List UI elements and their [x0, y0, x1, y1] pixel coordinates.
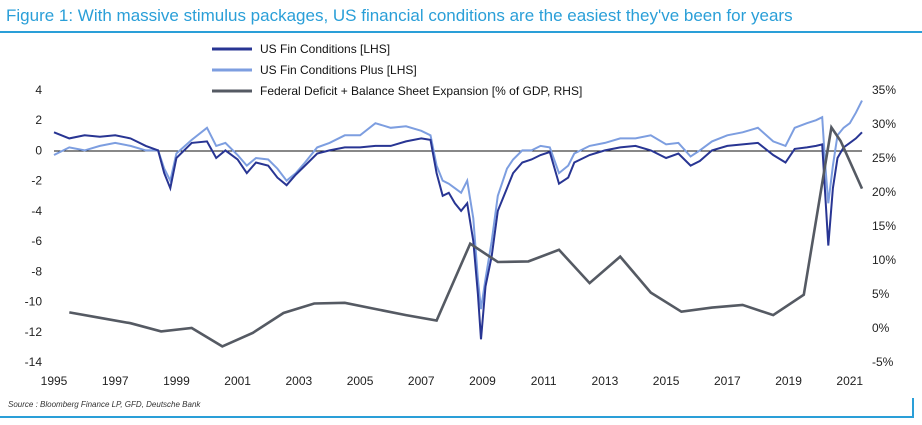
right-tick-label: 25%: [872, 151, 896, 165]
legend-label-deficit: Federal Deficit + Balance Sheet Expansio…: [260, 84, 582, 98]
left-tick-label: 2: [35, 113, 42, 127]
x-tick-label: 2013: [592, 374, 619, 388]
x-tick-label: 2019: [775, 374, 802, 388]
legend: US Fin Conditions [LHS] US Fin Condition…: [212, 42, 582, 98]
left-tick-label: -8: [31, 264, 42, 278]
chart: 4 2 0 -2 -4 -6 -8 -10 -12 -14 35% 30% 25% 20% 15% 10% 5…: [25, 42, 897, 388]
left-tick-label: 0: [35, 143, 42, 157]
right-tick-label: 0%: [872, 321, 890, 335]
x-tick-label: 2003: [285, 374, 312, 388]
left-tick-label: -2: [31, 174, 42, 188]
right-tick-label: 15%: [872, 219, 896, 233]
right-tick-label: -5%: [872, 355, 894, 369]
x-tick-label: 2015: [653, 374, 680, 388]
right-tick-label: 10%: [872, 253, 896, 267]
legend-label-fci-plus: US Fin Conditions Plus [LHS]: [260, 63, 417, 77]
frame-bottom-rule: [0, 416, 914, 418]
right-axis-ticks: 35% 30% 25% 20% 15% 10% 5% 0% -5%: [872, 83, 896, 369]
x-axis-ticks: 1995 1997 1999 2001 2003 2005 2007 2009 2011 2013…: [41, 374, 864, 388]
x-tick-label: 2007: [408, 374, 435, 388]
right-tick-label: 5%: [872, 287, 890, 301]
frame-right-rule: [912, 398, 914, 418]
series-line-deficit: [69, 123, 864, 348]
x-tick-label: 2009: [469, 374, 496, 388]
x-tick-label: 2001: [224, 374, 251, 388]
x-tick-label: 1999: [163, 374, 190, 388]
left-tick-label: 4: [35, 83, 42, 97]
series-line-fci-plus: [53, 100, 863, 310]
series-line-fci: [53, 131, 863, 340]
right-tick-label: 20%: [872, 185, 896, 199]
right-tick-label: 30%: [872, 117, 896, 131]
left-tick-label: -4: [31, 204, 42, 218]
left-tick-label: -12: [25, 325, 43, 339]
legend-label-fci: US Fin Conditions [LHS]: [260, 42, 390, 56]
left-tick-label: -10: [25, 295, 43, 309]
figure-title: Figure 1: With massive stimulus packages…: [6, 6, 793, 25]
left-tick-label: -14: [25, 355, 43, 369]
x-tick-label: 2017: [714, 374, 741, 388]
plot-area: [53, 100, 864, 348]
left-tick-label: -6: [31, 234, 42, 248]
x-tick-label: 2011: [531, 374, 557, 388]
x-tick-label: 1997: [102, 374, 129, 388]
right-tick-label: 35%: [872, 83, 896, 97]
x-tick-label: 2005: [347, 374, 374, 388]
source-note: Source : Bloomberg Finance LP, GFD, Deut…: [8, 400, 201, 409]
title-divider: [0, 31, 922, 33]
left-axis-ticks: 4 2 0 -2 -4 -6 -8 -10 -12 -14: [25, 83, 43, 369]
x-tick-label: 1995: [41, 374, 68, 388]
x-tick-label: 2021: [836, 374, 863, 388]
